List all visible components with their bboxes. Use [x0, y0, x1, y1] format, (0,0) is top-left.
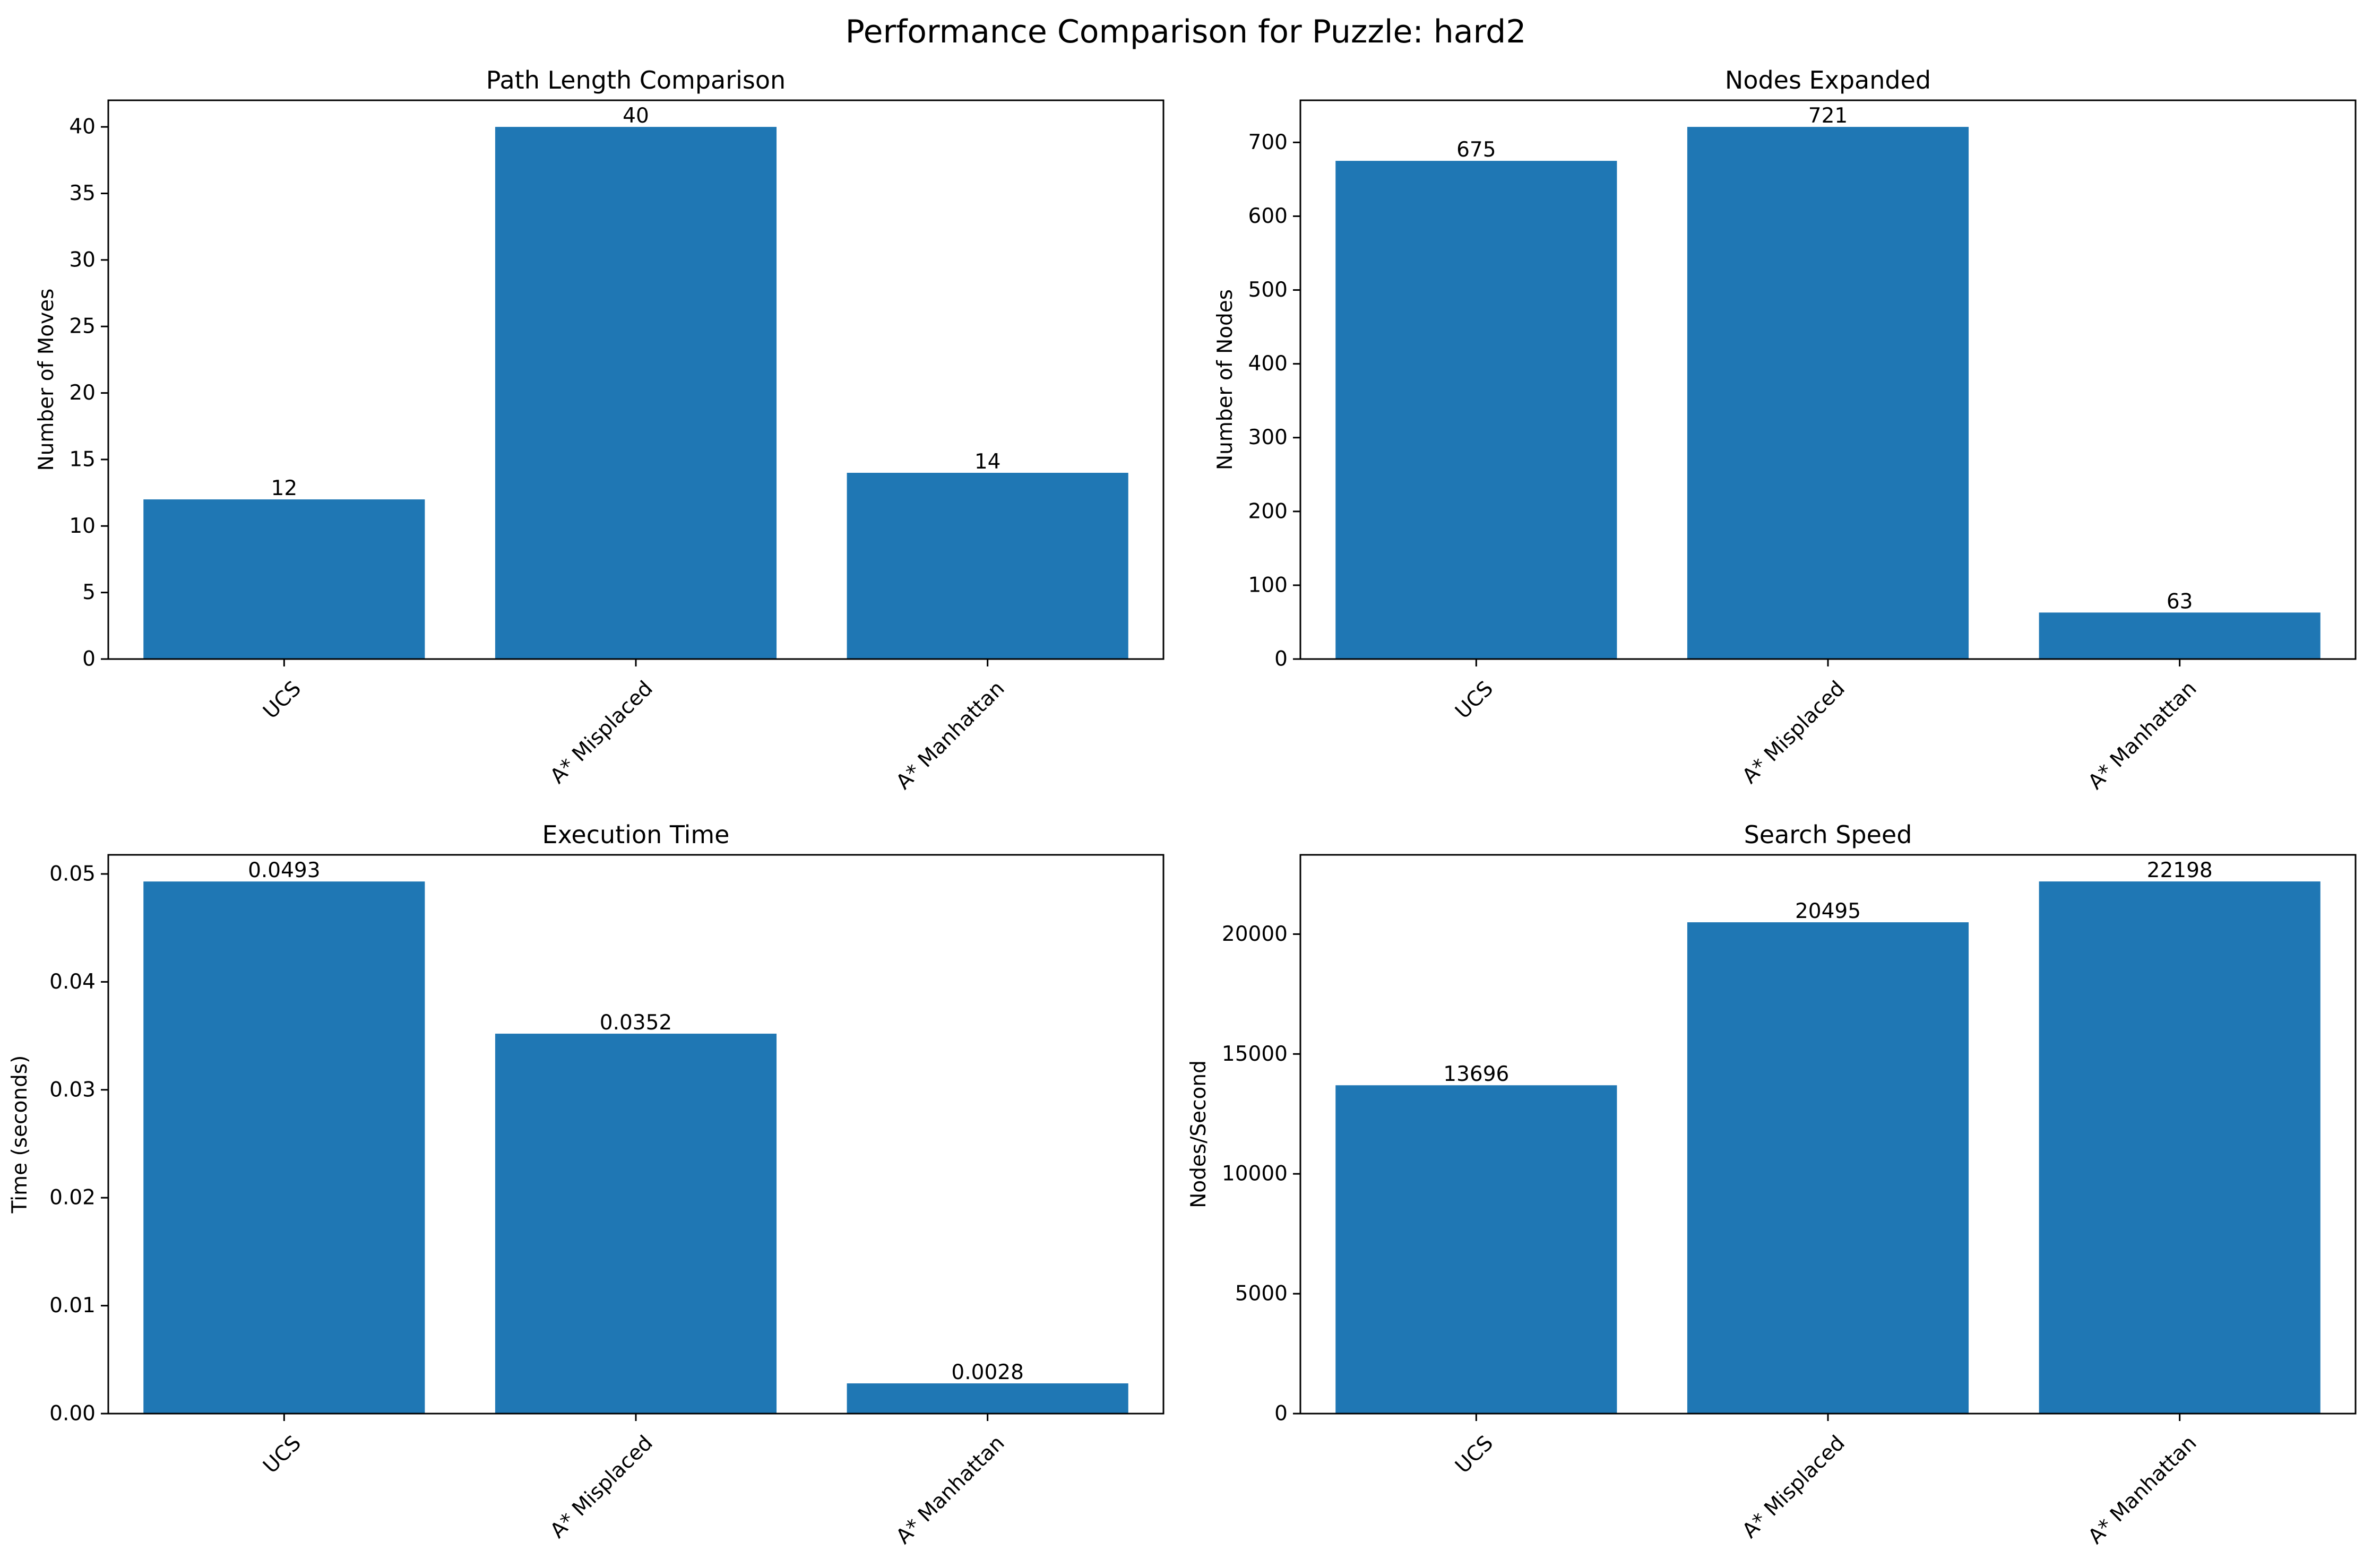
y-tick-label: 0.04: [49, 970, 96, 994]
x-tick-label: A* Misplaced: [1738, 1431, 1850, 1543]
y-tick-label: 200: [1248, 499, 1288, 523]
axes-frame: [107, 99, 1165, 660]
y-tick-label: 20: [69, 381, 96, 405]
x-tick-label: A* Manhattan: [2084, 677, 2202, 794]
x-tick-label: A* Manhattan: [2084, 1431, 2202, 1549]
figure-suptitle: Performance Comparison for Puzzle: hard2: [846, 13, 1526, 50]
y-tick-label: 0.02: [49, 1186, 96, 1210]
y-tick-label: 5000: [1235, 1282, 1288, 1306]
x-tick-label: A* Misplaced: [546, 677, 658, 789]
bar-1: [143, 499, 425, 659]
y-tick-label: 0: [82, 647, 96, 671]
x-tick-label: UCS: [258, 677, 306, 724]
bar-value-label: 721: [1808, 104, 1848, 128]
bar-value-label: 13696: [1443, 1062, 1509, 1086]
bar-3: [847, 473, 1128, 659]
subplot-3: Execution Time 0.0493 UCS 0.0352 A* Misplace…: [8, 820, 1165, 1549]
y-tick-label: 600: [1248, 204, 1288, 228]
bar-2: [1687, 127, 1969, 660]
bar-2: [495, 1034, 777, 1414]
subplot-title: Search Speed: [1744, 820, 1912, 849]
x-tick-label: UCS: [1451, 677, 1498, 724]
y-tick-label: 30: [69, 248, 96, 272]
subplot-grid: Path Length Comparison 12 UCS 40 A* Misplace…: [8, 66, 2357, 1549]
subplot-title: Nodes Expanded: [1725, 66, 1931, 94]
bar-value-label: 22198: [2147, 859, 2213, 882]
y-tick-label: 400: [1248, 352, 1288, 376]
bar-value-label: 12: [271, 477, 298, 500]
y-tick-label: 0: [1274, 1402, 1288, 1426]
x-tick-label: A* Misplaced: [546, 1431, 658, 1543]
axes-frame: [107, 854, 1165, 1415]
y-tick-label: 0.03: [49, 1078, 96, 1102]
bar-1: [1335, 161, 1617, 659]
x-tick-label: UCS: [1451, 1431, 1498, 1478]
subplot-title: Execution Time: [542, 820, 730, 849]
bar-value-label: 14: [974, 450, 1001, 474]
y-tick-label: 10000: [1222, 1162, 1288, 1186]
y-tick-label: 0: [1274, 647, 1288, 671]
y-tick-label: 5: [82, 581, 96, 604]
x-tick-label: UCS: [258, 1431, 306, 1478]
bar-2: [495, 127, 777, 660]
x-tick-label: A* Misplaced: [1738, 677, 1850, 789]
bar-2: [1687, 922, 1969, 1414]
bar-3: [847, 1383, 1128, 1414]
y-tick-label: 0.05: [49, 862, 96, 886]
y-tick-label: 0.00: [49, 1402, 96, 1426]
subplot-4: Search Speed 13696 UCS 20495 A* Misplaced 221…: [1187, 820, 2357, 1549]
bar-value-label: 20495: [1795, 899, 1861, 923]
subplot-title: Path Length Comparison: [486, 66, 786, 94]
x-tick-label: A* Manhattan: [892, 1431, 1010, 1549]
y-axis-label: Number of Nodes: [1213, 289, 1237, 470]
y-tick-label: 15000: [1222, 1042, 1288, 1066]
y-tick-label: 15: [69, 447, 96, 471]
bar-1: [143, 881, 425, 1414]
axes-frame: [1299, 854, 2357, 1415]
bar-3: [2039, 881, 2321, 1414]
bar-3: [2039, 612, 2321, 659]
bar-1: [1335, 1085, 1617, 1414]
bar-value-label: 0.0352: [600, 1011, 672, 1035]
bar-value-label: 40: [623, 104, 649, 128]
y-axis-label: Nodes/Second: [1187, 1060, 1211, 1208]
bar-value-label: 0.0493: [248, 859, 320, 882]
bar-value-label: 0.0028: [951, 1361, 1023, 1384]
subplot-1: Path Length Comparison 12 UCS 40 A* Misplace…: [34, 66, 1165, 794]
subplot-2: Nodes Expanded 675 UCS 721 A* Misplaced 63 A* …: [1213, 66, 2357, 794]
y-tick-label: 700: [1248, 131, 1288, 154]
y-tick-label: 35: [69, 181, 96, 205]
y-axis-label: Time (seconds): [8, 1055, 32, 1214]
y-axis-label: Number of Moves: [34, 289, 58, 471]
y-tick-label: 500: [1248, 278, 1288, 302]
bar-value-label: 63: [2167, 590, 2193, 613]
y-tick-label: 25: [69, 315, 96, 339]
y-tick-label: 300: [1248, 426, 1288, 449]
bar-value-label: 675: [1456, 138, 1496, 162]
x-tick-label: A* Manhattan: [892, 677, 1010, 794]
y-tick-label: 100: [1248, 573, 1288, 597]
y-tick-label: 0.01: [49, 1294, 96, 1318]
axes-frame: [1299, 99, 2357, 660]
y-tick-label: 10: [69, 514, 96, 538]
y-tick-label: 40: [69, 115, 96, 139]
y-tick-label: 20000: [1222, 922, 1288, 946]
